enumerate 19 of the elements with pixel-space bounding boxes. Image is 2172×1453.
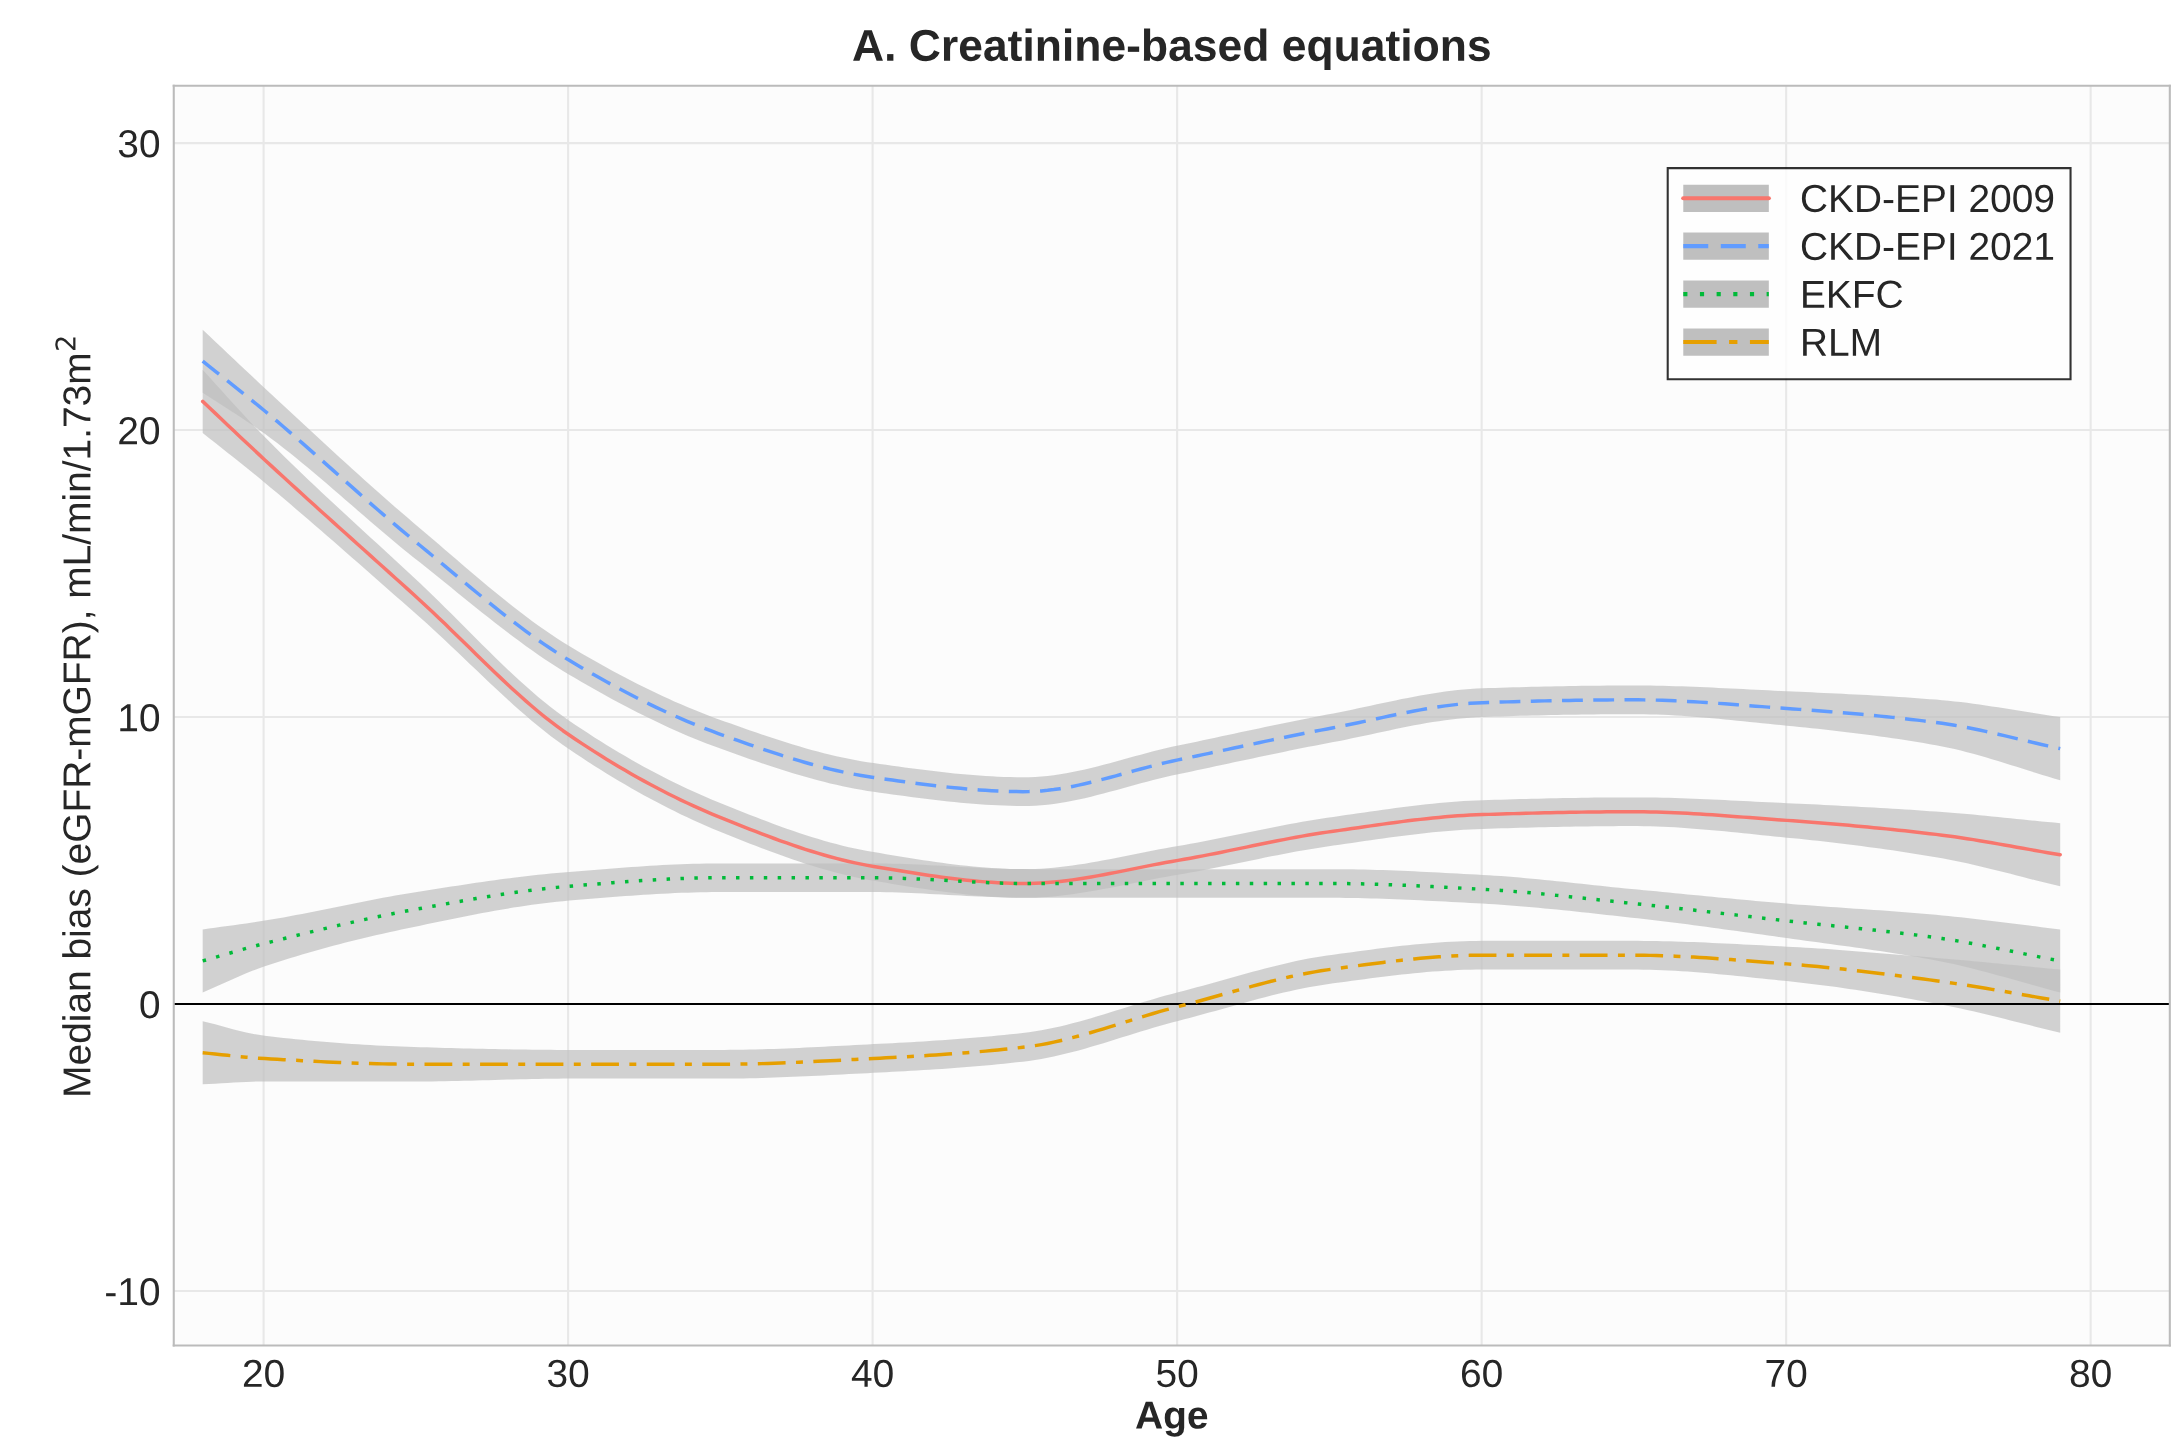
y-axis-title: Median bias (eGFR-mGFR), mL/min/1.73m$^{2}$	[55, 337, 99, 1095]
x-tick-label: 30	[547, 1359, 589, 1388]
y-tick-label: 10	[120, 703, 160, 732]
x-tick-label: 70	[1766, 1359, 1807, 1388]
legend-label: CKD-EPI 2021	[1801, 232, 2054, 261]
y-tick-label: 30	[118, 130, 160, 158]
x-tick-label: 20	[243, 1359, 284, 1388]
legend-label: EKFC	[1803, 280, 1903, 309]
x-tick-label: 50	[1157, 1359, 1198, 1388]
legend-label: CKD-EPI 2009	[1801, 184, 2054, 213]
y-tick-label: -10	[106, 1277, 160, 1306]
x-tick-label: 80	[2070, 1359, 2111, 1388]
legend-label: RLM	[1803, 328, 1879, 356]
chart-title: A. Creatinine-based equations	[853, 28, 1490, 70]
x-tick-label: 40	[851, 1359, 893, 1388]
x-axis-title: Age	[1136, 1401, 1208, 1437]
y-tick-label: 0	[140, 990, 160, 1019]
y-tick-label: 20	[119, 417, 160, 445]
x-tick-label: 60	[1461, 1359, 1502, 1388]
